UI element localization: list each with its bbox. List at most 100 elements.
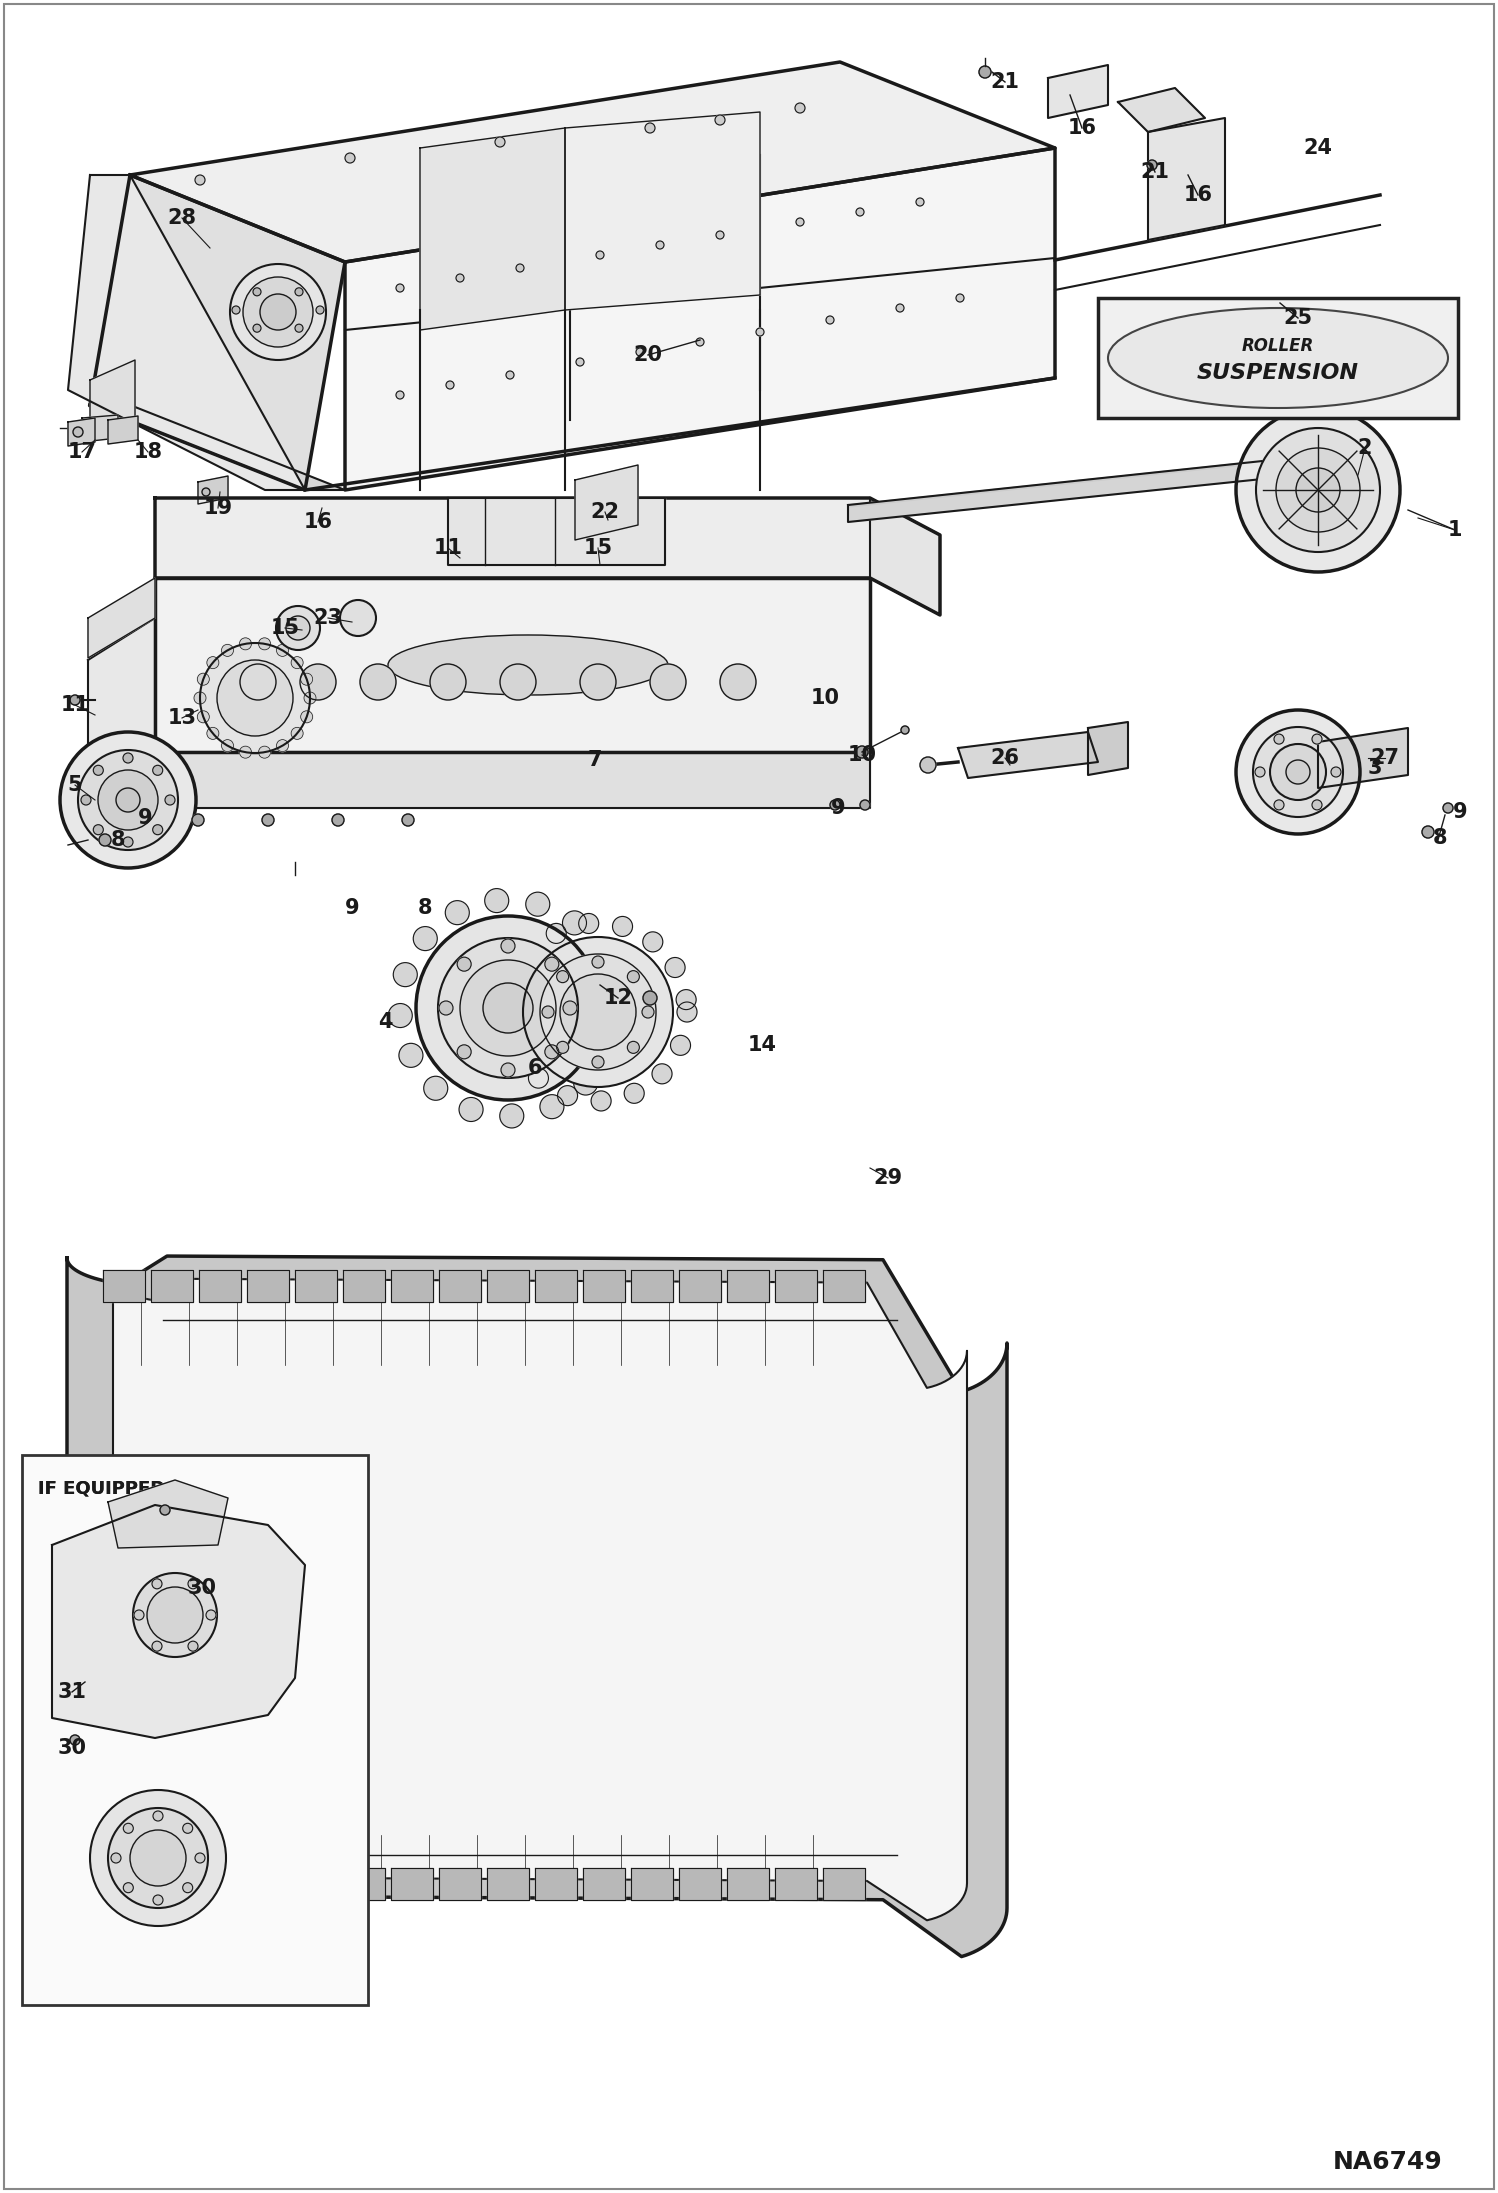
Text: 30: 30: [57, 1739, 87, 1759]
Circle shape: [1285, 761, 1309, 785]
Circle shape: [304, 693, 316, 704]
Circle shape: [855, 208, 864, 215]
Polygon shape: [631, 1270, 673, 1303]
Circle shape: [825, 316, 834, 325]
Circle shape: [643, 932, 662, 952]
Text: 16: 16: [1068, 118, 1097, 138]
Text: 22: 22: [590, 502, 620, 522]
Polygon shape: [345, 147, 1055, 489]
Circle shape: [637, 349, 644, 355]
Text: 30: 30: [187, 1579, 217, 1599]
Circle shape: [665, 958, 685, 978]
Circle shape: [650, 664, 686, 700]
Circle shape: [253, 287, 261, 296]
Circle shape: [60, 732, 196, 868]
Circle shape: [1273, 800, 1284, 809]
Polygon shape: [88, 579, 154, 658]
Ellipse shape: [388, 636, 668, 695]
Circle shape: [557, 1086, 578, 1105]
Text: 27: 27: [1371, 748, 1399, 768]
Circle shape: [345, 154, 355, 162]
Circle shape: [201, 643, 310, 752]
Circle shape: [395, 285, 404, 292]
Circle shape: [151, 1640, 162, 1651]
Polygon shape: [247, 1868, 289, 1899]
Circle shape: [529, 1068, 548, 1088]
Circle shape: [545, 956, 559, 971]
Circle shape: [151, 1579, 162, 1588]
Text: 8: 8: [1432, 829, 1447, 849]
Polygon shape: [419, 127, 565, 329]
Polygon shape: [151, 1270, 193, 1303]
Text: IF EQUIPPED: IF EQUIPPED: [37, 1478, 165, 1498]
Circle shape: [394, 963, 418, 987]
Text: 28: 28: [168, 208, 196, 228]
Circle shape: [656, 241, 664, 250]
Polygon shape: [295, 1270, 337, 1303]
Polygon shape: [487, 1868, 529, 1899]
Text: 8: 8: [111, 829, 126, 851]
Circle shape: [574, 1070, 598, 1094]
Circle shape: [295, 325, 303, 331]
Text: 23: 23: [313, 607, 343, 627]
Text: 19: 19: [204, 498, 232, 518]
Circle shape: [445, 901, 469, 925]
Circle shape: [716, 230, 724, 239]
Polygon shape: [67, 419, 94, 445]
Text: 9: 9: [831, 798, 845, 818]
Circle shape: [560, 974, 637, 1050]
Polygon shape: [90, 360, 135, 441]
Circle shape: [198, 711, 210, 724]
Circle shape: [195, 693, 207, 704]
Circle shape: [915, 197, 924, 206]
Polygon shape: [130, 61, 1055, 261]
Circle shape: [715, 114, 725, 125]
Circle shape: [78, 750, 178, 851]
Text: 7: 7: [587, 750, 602, 770]
Circle shape: [123, 838, 133, 846]
Polygon shape: [1088, 721, 1128, 774]
Circle shape: [446, 382, 454, 388]
Circle shape: [300, 664, 336, 700]
Circle shape: [189, 1640, 198, 1651]
Polygon shape: [535, 1868, 577, 1899]
Circle shape: [99, 833, 111, 846]
Circle shape: [207, 1610, 216, 1621]
Text: 29: 29: [873, 1169, 903, 1189]
Circle shape: [539, 954, 656, 1070]
Circle shape: [165, 796, 175, 805]
Polygon shape: [774, 1868, 816, 1899]
Polygon shape: [1049, 66, 1109, 118]
Text: 4: 4: [377, 1011, 392, 1033]
Circle shape: [261, 294, 297, 329]
Circle shape: [500, 664, 536, 700]
Text: 10: 10: [810, 689, 839, 708]
Polygon shape: [108, 417, 138, 443]
Circle shape: [1276, 447, 1360, 533]
Circle shape: [360, 664, 395, 700]
Circle shape: [1147, 160, 1156, 171]
Circle shape: [557, 1042, 569, 1053]
Circle shape: [1270, 743, 1326, 800]
Circle shape: [508, 1042, 527, 1061]
Text: 26: 26: [990, 748, 1020, 768]
Circle shape: [276, 605, 321, 649]
Circle shape: [1255, 768, 1264, 776]
Circle shape: [388, 1004, 412, 1029]
Bar: [22, 1454, 369, 2004]
Circle shape: [202, 489, 210, 496]
Circle shape: [413, 928, 437, 950]
Circle shape: [123, 1822, 133, 1833]
Circle shape: [1236, 711, 1360, 833]
Circle shape: [333, 814, 345, 827]
Circle shape: [1312, 800, 1323, 809]
Polygon shape: [154, 579, 870, 752]
Text: 15: 15: [583, 537, 613, 557]
Polygon shape: [535, 1270, 577, 1303]
Circle shape: [455, 274, 464, 283]
Circle shape: [93, 825, 103, 836]
Circle shape: [592, 956, 604, 967]
Text: 9: 9: [1453, 803, 1468, 822]
Circle shape: [97, 770, 157, 829]
Circle shape: [547, 923, 566, 943]
